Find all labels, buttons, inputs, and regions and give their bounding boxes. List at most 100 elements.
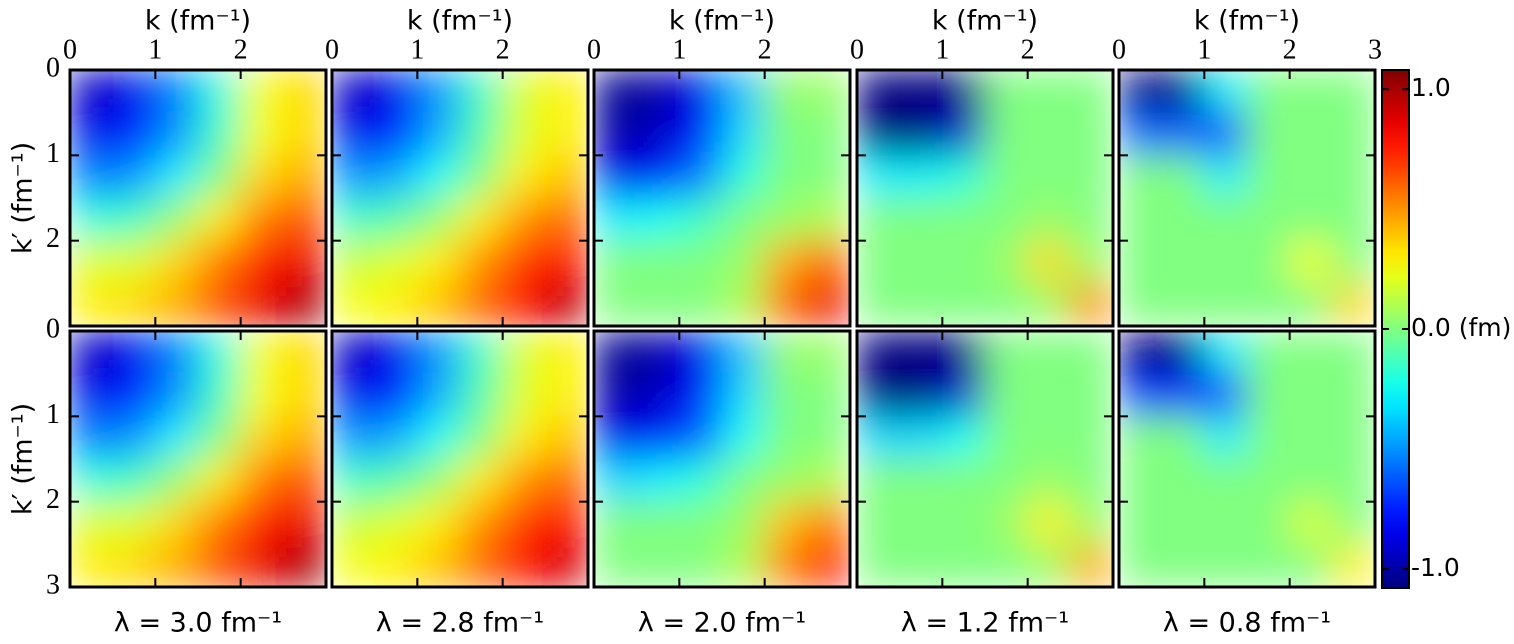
heatmap-cell	[678, 70, 723, 114]
x-tick-label: 1	[148, 34, 162, 65]
heatmap-cell	[197, 458, 242, 503]
heatmap-cell	[899, 112, 943, 156]
heatmap-cell	[594, 415, 638, 460]
heatmap-cell	[502, 197, 546, 242]
heatmap-cell	[1069, 70, 1113, 114]
x-tick-label: 0	[1112, 34, 1126, 65]
heatmap-cell	[806, 112, 850, 156]
heatmap-cells	[70, 331, 326, 587]
heatmap-cell	[899, 70, 943, 114]
heatmap-cell	[1246, 70, 1291, 114]
heatmap-cell	[544, 282, 588, 326]
heatmap-cell	[1069, 458, 1113, 503]
heatmap-cell	[857, 154, 901, 199]
heatmap-cell	[282, 415, 326, 460]
heatmap-cell	[1027, 331, 1071, 375]
heatmap-cell	[1203, 415, 1248, 460]
heatmap-panel	[332, 70, 588, 326]
heatmap-cell	[240, 240, 284, 284]
heatmap-cells	[857, 70, 1113, 326]
heatmap-cell	[1203, 240, 1248, 284]
x-tick-label: 1	[935, 34, 949, 65]
heatmap-cell	[1069, 197, 1113, 242]
x-tick-label: 2	[496, 34, 510, 65]
heatmap-cell	[197, 501, 242, 545]
heatmap-cell	[806, 70, 850, 114]
heatmap-cell	[594, 197, 638, 242]
heatmap-cell	[1119, 415, 1163, 460]
heatmap-cell	[154, 501, 199, 545]
heatmap-cell	[1161, 415, 1205, 460]
heatmap-cell	[721, 415, 766, 460]
heatmap-cell	[282, 240, 326, 284]
heatmap-cells	[1119, 70, 1375, 326]
heatmap-cell	[240, 373, 284, 417]
heatmap-cell	[721, 197, 766, 242]
x-tick-label: 1	[672, 34, 686, 65]
heatmap-cell	[154, 373, 199, 417]
heatmap-cell	[374, 112, 418, 156]
panel-frame	[1117, 68, 1377, 328]
heatmap-cell	[459, 415, 504, 460]
heatmap-cell	[1161, 112, 1205, 156]
heatmap-cell	[1161, 282, 1205, 326]
heatmap-cell	[544, 331, 588, 375]
panel-frame	[855, 68, 1115, 328]
heatmap-cell	[1246, 331, 1291, 375]
heatmap-cell	[764, 112, 808, 156]
heatmap-cell	[1119, 240, 1163, 284]
heatmap-cell	[941, 282, 986, 326]
heatmap-cell	[332, 112, 376, 156]
heatmap-cell	[70, 458, 114, 503]
heatmap-cell	[1027, 240, 1071, 284]
heatmap-cell	[594, 240, 638, 284]
heatmap-cell	[1203, 70, 1248, 114]
heatmap-cell	[857, 543, 901, 587]
heatmap-cell	[544, 415, 588, 460]
heatmap-cell	[764, 282, 808, 326]
heatmap-cell	[857, 331, 901, 375]
heatmap-cell	[544, 373, 588, 417]
y-tick-label: 2	[46, 484, 60, 515]
heatmap-cell	[1203, 331, 1248, 375]
heatmap-cell	[806, 415, 850, 460]
heatmap-cell	[594, 458, 638, 503]
heatmap-cell	[240, 415, 284, 460]
column-label: λ = 0.8 fm⁻¹	[1163, 608, 1331, 639]
heatmap-cell	[1027, 373, 1071, 417]
panel-frame	[592, 329, 852, 589]
heatmap-cell	[1027, 154, 1071, 199]
heatmap-cell	[678, 331, 723, 375]
heatmap-cell	[416, 373, 461, 417]
heatmap-cell	[678, 282, 723, 326]
heatmap-cell	[636, 240, 680, 284]
heatmap-cell	[197, 154, 242, 199]
heatmap-cell	[1069, 415, 1113, 460]
heatmap-cell	[416, 415, 461, 460]
y-axis-label: k′ (fm⁻¹)	[8, 403, 39, 515]
heatmap-cell	[1069, 154, 1113, 199]
heatmap-cell	[1331, 282, 1375, 326]
colorbar-tick-label: -1.0	[1411, 553, 1460, 582]
heatmap-cell	[282, 282, 326, 326]
heatmap-cell	[502, 373, 546, 417]
heatmap-cell	[636, 458, 680, 503]
heatmap-cell	[1289, 458, 1333, 503]
heatmap-cell	[282, 458, 326, 503]
heatmap-cell	[70, 331, 114, 375]
heatmap-cell	[764, 197, 808, 242]
heatmap-cell	[594, 543, 638, 587]
heatmap-cell	[282, 70, 326, 114]
heatmap-cell	[112, 240, 156, 284]
heatmap-cell	[1069, 331, 1113, 375]
heatmap-cell	[1289, 415, 1333, 460]
heatmap-cell	[282, 197, 326, 242]
heatmap-cell	[899, 373, 943, 417]
heatmap-cell	[197, 240, 242, 284]
heatmap-cell	[112, 112, 156, 156]
heatmap-cell	[1161, 373, 1205, 417]
heatmap-cell	[416, 543, 461, 587]
heatmap-cell	[1027, 112, 1071, 156]
heatmap-cell	[332, 458, 376, 503]
heatmap-cell	[1289, 543, 1333, 587]
